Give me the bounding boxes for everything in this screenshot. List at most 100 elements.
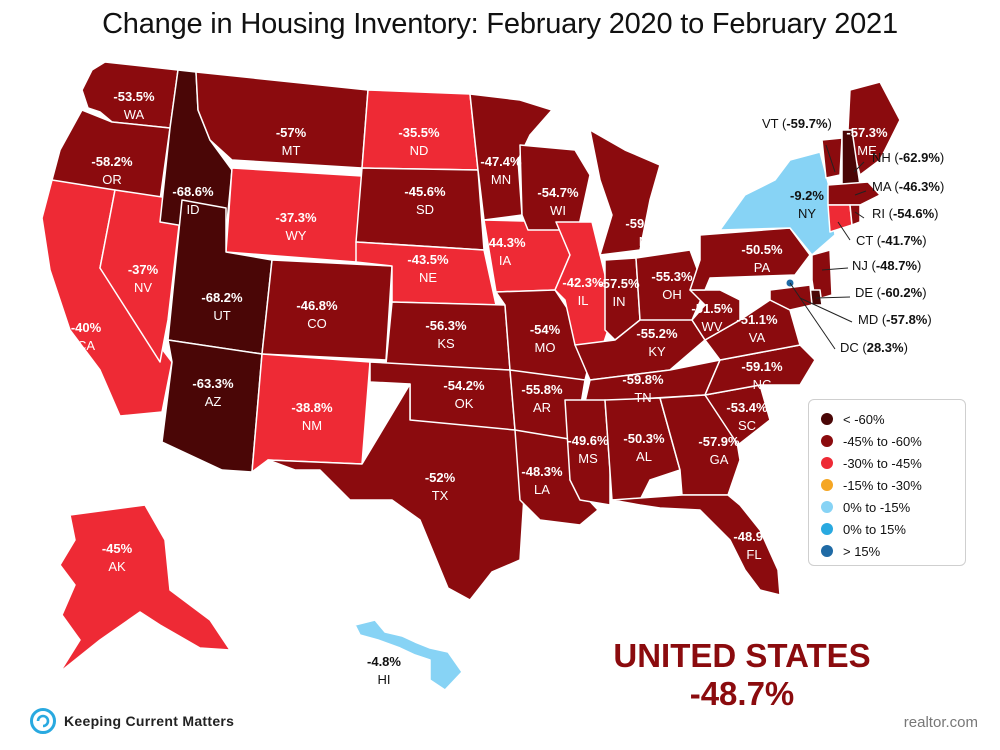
state-abbr-ar: AR bbox=[533, 400, 551, 415]
state-value-ks: -56.3% bbox=[425, 318, 467, 333]
state-value-tx: -52% bbox=[425, 470, 456, 485]
state-value-nm: -38.8% bbox=[291, 400, 333, 415]
state-value-al: -50.3% bbox=[623, 431, 665, 446]
state-value-mt: -57% bbox=[276, 125, 307, 140]
state-labels: -53.5% WA -58.2% OR -40% CA -37% NV -68.6% ID -57%… bbox=[71, 89, 944, 687]
legend-label: -45% to -60% bbox=[843, 433, 922, 449]
callout-line-ri bbox=[854, 211, 865, 219]
callout-label-dc: DC (28.3%) bbox=[840, 340, 908, 355]
state-hi bbox=[354, 619, 463, 691]
state-value-in: -57.5% bbox=[598, 276, 640, 291]
state-abbr-hi: HI bbox=[378, 672, 391, 687]
state-value-ky: -55.2% bbox=[636, 326, 678, 341]
state-abbr-ny: NY bbox=[798, 206, 816, 221]
state-value-wv: -51.5% bbox=[691, 301, 733, 316]
state-abbr-nd: ND bbox=[410, 143, 429, 158]
state-value-ia: -44.3% bbox=[484, 235, 526, 250]
callout-label-vt: VT (-59.7%) bbox=[762, 116, 832, 131]
legend-item: < -60% bbox=[821, 408, 965, 430]
state-mi bbox=[589, 129, 661, 256]
state-abbr-oh: OH bbox=[662, 287, 682, 302]
state-abbr-mt: MT bbox=[282, 143, 301, 158]
callout-line-nj bbox=[821, 267, 849, 271]
state-abbr-id: ID bbox=[187, 202, 200, 217]
state-abbr-wy: WY bbox=[286, 228, 307, 243]
callout-line-md bbox=[799, 297, 853, 323]
state-abbr-nc: NC bbox=[753, 377, 772, 392]
state-ak bbox=[59, 504, 231, 673]
state-abbr-mi: MI bbox=[639, 234, 653, 249]
state-value-sd: -45.6% bbox=[404, 184, 446, 199]
state-abbr-ga: GA bbox=[710, 452, 729, 467]
brand-logo: Keeping Current Matters bbox=[30, 708, 234, 734]
callout-line-ma bbox=[854, 190, 867, 196]
legend: < -60% -45% to -60% -30% to -45% -15% to… bbox=[808, 399, 966, 566]
legend-label: > 15% bbox=[843, 543, 881, 559]
state-value-la: -48.3% bbox=[521, 464, 563, 479]
state-abbr-wi: WI bbox=[550, 203, 566, 218]
state-abbr-ok: OK bbox=[455, 396, 474, 411]
state-abbr-sd: SD bbox=[416, 202, 434, 217]
callout-line-vt bbox=[825, 144, 836, 173]
state-abbr-ne: NE bbox=[419, 270, 437, 285]
legend-label: 0% to -15% bbox=[843, 499, 911, 515]
map-title: Change in Housing Inventory: February 20… bbox=[102, 8, 898, 40]
us-summary-label: UNITED STATES bbox=[613, 637, 871, 674]
legend-swatch bbox=[821, 479, 833, 491]
state-abbr-ia: IA bbox=[499, 253, 512, 268]
callout-line-de bbox=[815, 296, 851, 299]
state-value-ar: -55.8% bbox=[521, 382, 563, 397]
legend-item: -15% to -30% bbox=[821, 474, 965, 496]
state-value-nd: -35.5% bbox=[398, 125, 440, 140]
state-value-wy: -37.3% bbox=[275, 210, 317, 225]
state-value-tn: -59.8% bbox=[622, 372, 664, 387]
state-tx bbox=[267, 383, 526, 601]
state-abbr-ms: MS bbox=[578, 451, 598, 466]
callout-line-nh bbox=[853, 161, 865, 173]
state-value-az: -63.3% bbox=[192, 376, 234, 391]
state-abbr-co: CO bbox=[307, 316, 327, 331]
state-value-va: -51.1% bbox=[736, 312, 778, 327]
state-value-mo: -54% bbox=[530, 322, 561, 337]
state-abbr-nv: NV bbox=[134, 280, 152, 295]
state-value-me: -57.3% bbox=[846, 125, 888, 140]
state-value-ca: -40% bbox=[71, 320, 102, 335]
callout-label-nh: NH (-62.9%) bbox=[872, 150, 944, 165]
state-wv bbox=[689, 289, 741, 341]
state-md bbox=[769, 284, 813, 311]
legend-item: 0% to -15% bbox=[821, 496, 965, 518]
callout-label-nj: NJ (-48.7%) bbox=[852, 258, 921, 273]
state-abbr-va: VA bbox=[749, 330, 766, 345]
spiral-icon bbox=[30, 708, 56, 734]
states-layer bbox=[41, 61, 901, 691]
state-value-or: -58.2% bbox=[91, 154, 133, 169]
state-value-pa: -50.5% bbox=[741, 242, 783, 257]
legend-swatch bbox=[821, 435, 833, 447]
legend-item: > 15% bbox=[821, 540, 965, 562]
callout-label-ri: RI (-54.6%) bbox=[872, 206, 939, 221]
legend-label: < -60% bbox=[843, 411, 885, 427]
state-value-nv: -37% bbox=[128, 262, 159, 277]
legend-swatch bbox=[821, 413, 833, 425]
state-ct bbox=[827, 204, 853, 233]
state-vt bbox=[821, 137, 843, 179]
state-abbr-il: IL bbox=[578, 293, 589, 308]
source-credit: realtor.com bbox=[903, 714, 978, 731]
legend-swatch bbox=[821, 501, 833, 513]
state-abbr-ks: KS bbox=[437, 336, 455, 351]
state-value-fl: -48.9% bbox=[733, 529, 775, 544]
state-mn bbox=[469, 93, 553, 221]
legend-label: -30% to -45% bbox=[843, 455, 922, 471]
state-value-ok: -54.2% bbox=[443, 378, 485, 393]
state-abbr-ak: AK bbox=[108, 559, 126, 574]
callout-label-md: MD (-57.8%) bbox=[858, 312, 932, 327]
state-abbr-mo: MO bbox=[535, 340, 556, 355]
legend-item: -30% to -45% bbox=[821, 452, 965, 474]
callout-label-ct: CT (-41.7%) bbox=[856, 233, 927, 248]
state-value-mi: -59.1% bbox=[625, 216, 667, 231]
state-ia bbox=[483, 219, 571, 293]
state-value-wa: -53.5% bbox=[113, 89, 155, 104]
state-abbr-ky: KY bbox=[648, 344, 666, 359]
state-value-ne: -43.5% bbox=[407, 252, 449, 267]
